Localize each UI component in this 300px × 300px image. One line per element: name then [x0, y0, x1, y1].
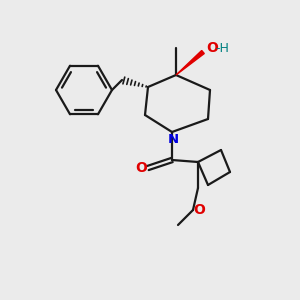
Text: O: O — [206, 41, 218, 55]
Text: O: O — [135, 161, 147, 175]
Polygon shape — [176, 50, 204, 75]
Text: N: N — [167, 133, 178, 146]
Text: -H: -H — [215, 41, 229, 55]
Text: O: O — [193, 203, 205, 217]
